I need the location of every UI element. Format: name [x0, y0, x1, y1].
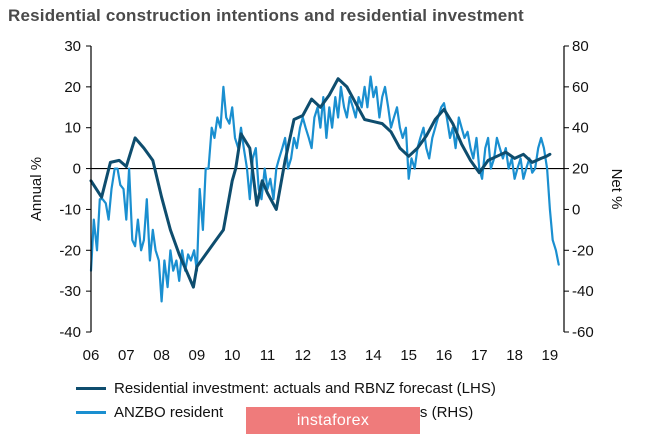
right-tick-label: 40 [572, 120, 589, 137]
right-axis-label: Net % [608, 169, 625, 210]
x-tick-label: 06 [83, 347, 100, 364]
legend: Residential investment: actuals and RBNZ… [76, 376, 496, 424]
x-tick-label: 18 [506, 347, 523, 364]
watermark-logo: instaforex [246, 407, 420, 434]
x-tick-label: 12 [294, 347, 311, 364]
x-tick-label: 07 [118, 347, 135, 364]
left-tick-label: -10 [59, 201, 81, 218]
left-tick-label: -40 [59, 324, 81, 341]
right-tick-label: 20 [572, 161, 589, 178]
x-tick-label: 14 [365, 347, 382, 364]
x-tick-label: 13 [330, 347, 347, 364]
right-tick-label: -20 [572, 242, 594, 259]
line-chart: 30 20 10 0 -10 -20 -30 -40 80 60 40 20 0 -20 -40 -60 06 0… [28, 38, 625, 364]
left-tick-label: -20 [59, 242, 81, 259]
left-tick-label: 0 [73, 161, 81, 178]
legend-label-anzbo-suffix: ons (RHS) [403, 403, 474, 421]
legend-swatch-residential-investment [76, 386, 106, 390]
left-tick-label: -30 [59, 283, 81, 300]
legend-item-anzbo: ANZBO resident ons (RHS) [76, 400, 496, 424]
legend-label-residential-investment: Residential investment: actuals and RBNZ… [114, 379, 496, 397]
right-tick-label: -40 [572, 283, 594, 300]
x-tick-label: 08 [153, 347, 170, 364]
x-tick-label: 09 [189, 347, 206, 364]
right-tick-label: -60 [572, 324, 594, 341]
x-tick-label: 10 [224, 347, 241, 364]
right-tick-label: 0 [572, 201, 580, 218]
series-line-anzbo-intentions [89, 75, 560, 303]
series-line-residential-investment [89, 77, 552, 289]
legend-label-anzbo: ANZBO resident [114, 403, 224, 421]
x-tick-label: 19 [542, 347, 559, 364]
legend-swatch-anzbo [76, 410, 106, 414]
x-tick-label: 16 [436, 347, 453, 364]
right-tick-label: 80 [572, 38, 589, 55]
left-tick-label: 30 [64, 38, 81, 55]
x-tick-label: 15 [400, 347, 417, 364]
x-tick-label: 17 [471, 347, 488, 364]
left-tick-label: 10 [64, 120, 81, 137]
chart-title: Residential construction intentions and … [8, 6, 524, 25]
x-tick-label: 11 [260, 347, 276, 364]
legend-item-residential-investment: Residential investment: actuals and RBNZ… [76, 376, 496, 400]
left-tick-label: 20 [64, 79, 81, 96]
right-tick-label: 60 [572, 79, 589, 96]
left-axis-label: Annual % [28, 157, 45, 221]
